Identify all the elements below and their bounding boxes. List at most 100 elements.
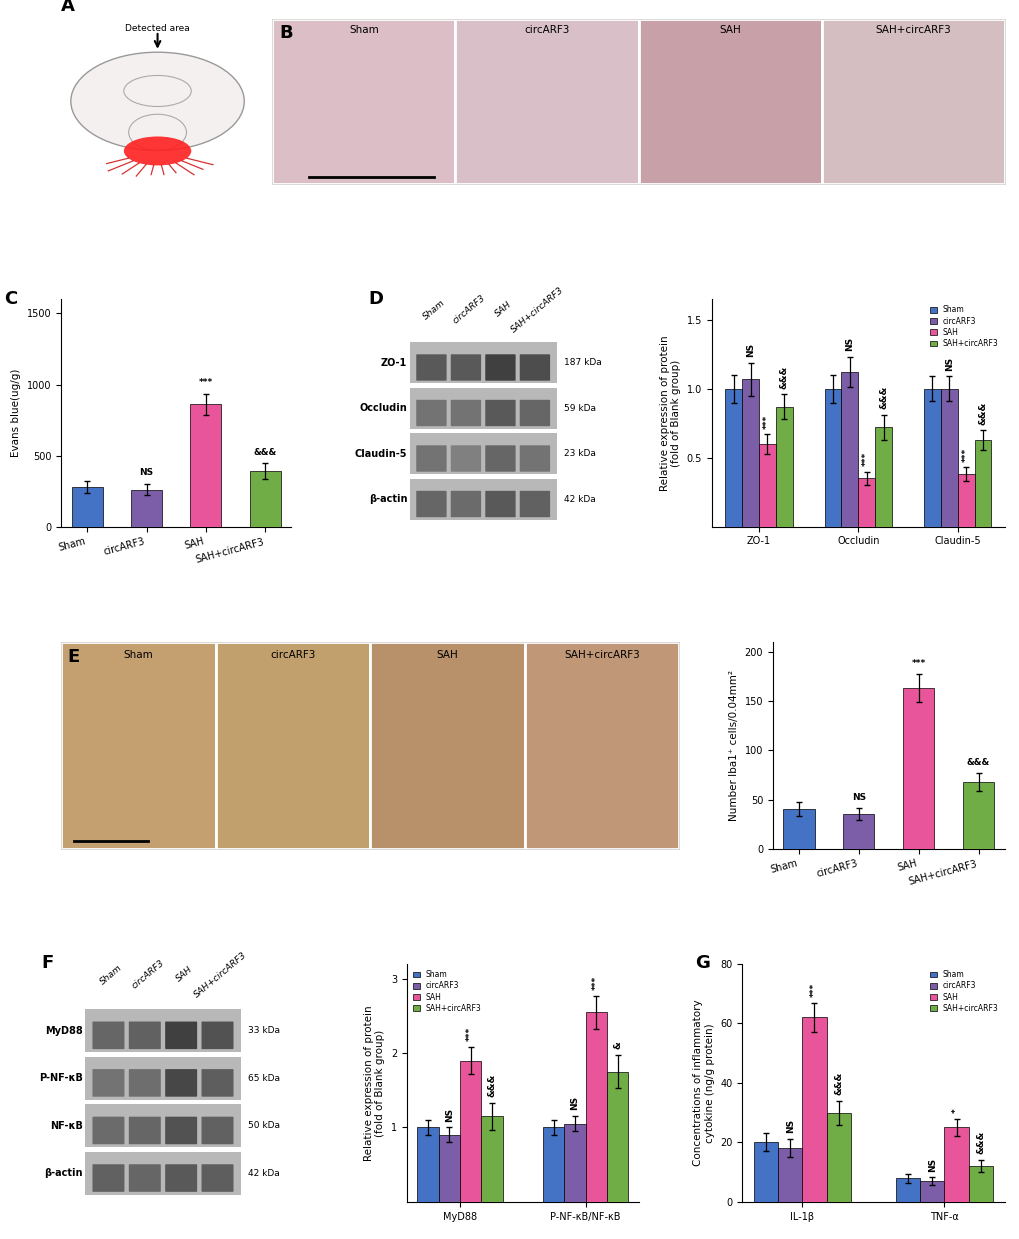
Text: &: & [612,1042,622,1049]
Ellipse shape [123,136,192,166]
FancyBboxPatch shape [128,1165,161,1192]
Bar [86,1009,240,1052]
Text: ***: *** [591,976,600,990]
Bar [71,487,103,527]
FancyBboxPatch shape [93,1165,124,1192]
FancyBboxPatch shape [520,400,549,426]
Bar [777,1149,802,1202]
Text: NS: NS [845,337,854,352]
FancyBboxPatch shape [485,445,516,472]
FancyBboxPatch shape [202,1021,233,1049]
Text: circARF3: circARF3 [524,25,570,35]
Bar [802,1017,825,1202]
Y-axis label: Relative expression of protein
(fold of Blank group): Relative expression of protein (fold of … [659,336,681,491]
Bar [968,1166,991,1202]
Text: circARF3: circARF3 [270,650,316,660]
Text: Occludin: Occludin [359,404,407,414]
Bar [725,389,742,527]
Y-axis label: Evans blue(ug/g): Evans blue(ug/g) [11,369,21,457]
Bar [542,1127,564,1202]
Text: ZO-1: ZO-1 [381,358,407,368]
Text: SAH: SAH [436,650,458,660]
Text: &&&: &&& [975,1131,984,1155]
Y-axis label: Number Iba1⁺ cells/0.04mm²: Number Iba1⁺ cells/0.04mm² [729,670,739,821]
Bar [940,389,957,527]
Bar [843,814,873,849]
Text: ***: *** [809,983,818,996]
FancyBboxPatch shape [128,1069,161,1097]
Text: Detected area: Detected area [125,24,190,32]
Text: NS: NS [944,357,953,370]
Bar [438,1135,460,1202]
Bar [857,478,874,527]
Bar [460,1061,481,1202]
Text: &&&: &&& [834,1072,843,1095]
FancyBboxPatch shape [450,491,481,517]
Bar [216,642,370,849]
FancyBboxPatch shape [485,491,516,517]
Y-axis label: Concentrations of inflammatory
cytokine (ng/g protein): Concentrations of inflammatory cytokine … [692,1000,714,1166]
Bar [775,406,792,527]
Text: β-actin: β-actin [369,494,407,504]
Bar [783,809,814,849]
Bar [272,19,455,185]
FancyBboxPatch shape [165,1021,197,1049]
Text: NS: NS [927,1157,936,1172]
Text: Sham: Sham [421,297,446,321]
Text: NS: NS [851,793,865,802]
Text: MyD88: MyD88 [45,1026,83,1036]
Bar [410,479,556,520]
Text: 50 kDa: 50 kDa [248,1121,279,1130]
Bar [191,404,221,527]
Legend: Sham, circARF3, SAH, SAH+circARF3: Sham, circARF3, SAH, SAH+circARF3 [926,968,1000,1015]
Text: NS: NS [785,1119,794,1134]
Text: *: * [951,1108,960,1113]
FancyBboxPatch shape [202,1165,233,1192]
Text: NS: NS [570,1097,579,1110]
Text: SAH: SAH [174,965,194,984]
Ellipse shape [70,52,244,150]
FancyBboxPatch shape [520,491,549,517]
FancyBboxPatch shape [128,1021,161,1049]
Bar [481,1116,502,1202]
FancyBboxPatch shape [485,354,516,380]
Text: NS: NS [444,1108,453,1121]
Bar [841,373,857,527]
Text: Claudin-5: Claudin-5 [355,449,407,458]
Bar [874,427,892,527]
Bar [825,1113,850,1202]
Text: 187 kDa: 187 kDa [564,358,601,368]
Text: &&&: &&& [780,366,788,389]
Text: &&&: &&& [966,758,989,767]
Text: 33 kDa: 33 kDa [248,1026,279,1035]
Text: ***: *** [199,378,213,387]
Text: P-NF-κB: P-NF-κB [39,1073,83,1083]
Text: 42 kDa: 42 kDa [248,1168,279,1178]
FancyBboxPatch shape [450,400,481,426]
Bar [525,642,679,849]
Text: SAH+circARF3: SAH+circARF3 [874,25,950,35]
Text: Sham: Sham [123,650,153,660]
FancyBboxPatch shape [165,1069,197,1097]
Y-axis label: Relative expression of protein
(fold of Blank group): Relative expression of protein (fold of … [363,1005,385,1161]
Text: &&&: &&& [977,401,986,425]
Bar [606,1072,628,1202]
Text: &&&: &&& [878,387,888,409]
Text: 42 kDa: 42 kDa [564,494,595,504]
Bar [370,642,525,849]
Bar [957,475,973,527]
Text: circARF3: circARF3 [129,959,165,991]
Bar [61,642,216,849]
Text: SAH+circARF3: SAH+circARF3 [564,650,639,660]
Legend: Sham, circARF3, SAH, SAH+circARF3: Sham, circARF3, SAH, SAH+circARF3 [411,968,483,1015]
Text: 65 kDa: 65 kDa [248,1074,279,1083]
FancyBboxPatch shape [450,445,481,472]
Bar [410,388,556,429]
FancyBboxPatch shape [485,400,516,426]
Bar [585,1012,606,1202]
Bar [742,379,758,527]
Text: &&&: &&& [254,447,277,457]
Text: Sham: Sham [99,963,124,986]
FancyBboxPatch shape [202,1116,233,1145]
Bar [86,1104,240,1147]
